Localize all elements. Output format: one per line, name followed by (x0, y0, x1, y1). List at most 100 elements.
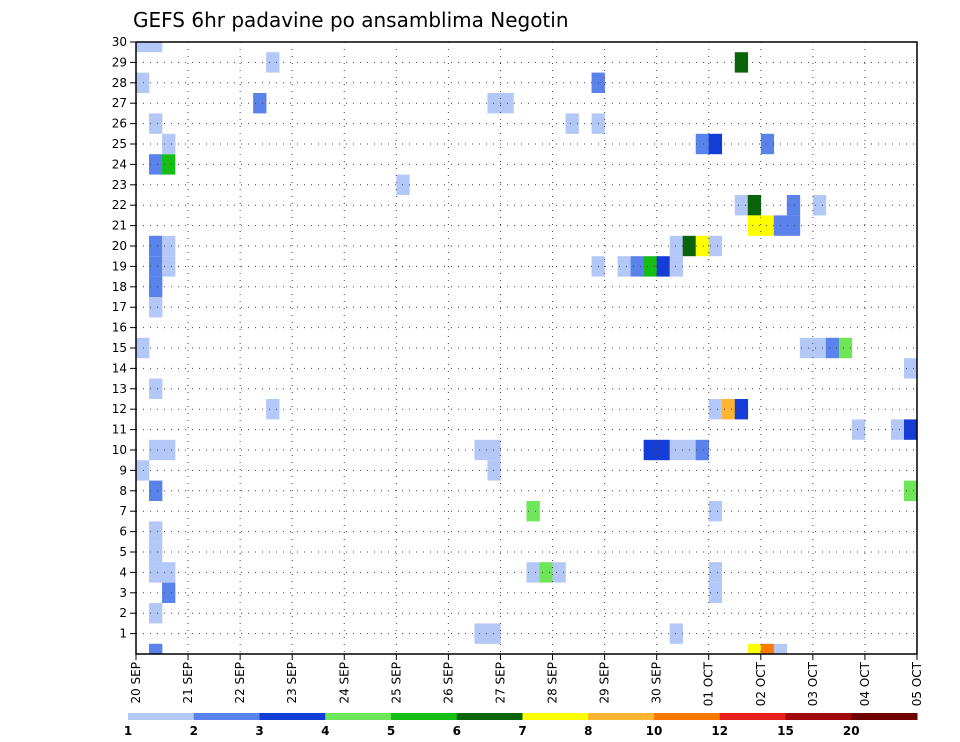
legend-swatch (588, 713, 655, 720)
heatmap-cell (786, 195, 801, 216)
x-axis: 20 SEP 21 SEP 22 SEP 23 SEP 24 SEP 25 SEP 26 S… (129, 654, 924, 706)
legend-label: 3 (255, 724, 263, 738)
x-tick-label: 22 SEP (233, 662, 247, 704)
heatmap-cell (708, 582, 723, 603)
heatmap-cell (903, 358, 918, 379)
legend-swatch (128, 713, 195, 720)
heatmap-cell (487, 93, 501, 114)
heatmap-cell (526, 562, 540, 583)
heatmap-cell (903, 480, 918, 501)
y-tick-label: 1 (119, 627, 127, 641)
y-tick-label: 3 (119, 586, 127, 600)
heatmap-cell (695, 133, 710, 155)
heatmap-cell (136, 42, 150, 53)
heatmap-cell (630, 256, 644, 277)
y-tick-label: 5 (119, 545, 127, 559)
x-tick-label: 04 OCT (858, 661, 872, 706)
heatmap-cell (149, 521, 163, 542)
legend-swatch (785, 713, 852, 720)
heatmap-cell (266, 399, 280, 420)
y-tick-label: 19 (112, 259, 127, 273)
heatmap-cell (617, 256, 631, 277)
heatmap-cell (474, 623, 488, 644)
heatmap-cell (149, 276, 163, 297)
y-tick-label: 29 (112, 55, 127, 69)
legend-label: 4 (321, 724, 329, 738)
heatmap-cell (786, 215, 801, 236)
heatmap-cell (669, 256, 683, 277)
heatmap-cell (656, 256, 670, 277)
x-tick-label: 29 SEP (598, 662, 612, 704)
legend-swatch (851, 713, 918, 720)
heatmap-cell (669, 439, 683, 461)
heatmap-cell (825, 337, 840, 359)
heatmap-cell (695, 235, 710, 257)
y-tick-label: 12 (112, 402, 127, 416)
heatmap-cell (695, 439, 710, 461)
heatmap-cell (149, 541, 163, 563)
heatmap-cell (149, 42, 163, 53)
x-tick-label: 26 SEP (441, 662, 455, 704)
x-tick-label: 25 SEP (389, 662, 403, 704)
x-tick-label: 20 SEP (129, 662, 143, 704)
heatmap-cell (747, 643, 762, 654)
y-tick-label: 16 (112, 321, 127, 335)
x-tick-label: 24 SEP (337, 662, 351, 704)
heatmap-cell (149, 378, 163, 399)
heatmap-cell (773, 643, 788, 654)
x-tick-label: 05 OCT (910, 661, 924, 706)
heatmap-cell (552, 562, 566, 583)
y-tick-label: 30 (112, 35, 127, 49)
heatmap-cell (149, 113, 163, 134)
heatmap-cell (136, 337, 150, 359)
y-tick-label: 15 (112, 341, 127, 355)
heatmap-cell (149, 297, 163, 318)
heatmap-cell (162, 133, 176, 155)
heatmap-cell (149, 480, 163, 501)
heatmap-cell (734, 52, 749, 73)
legend-label: 10 (646, 724, 663, 738)
y-tick-label: 17 (112, 300, 127, 314)
heatmap-cell (149, 256, 163, 277)
heatmap-cell (162, 562, 176, 583)
x-tick-label: 28 SEP (546, 662, 560, 704)
y-tick-label: 18 (112, 280, 127, 294)
heatmap-cell (669, 623, 683, 644)
legend-label: 5 (387, 724, 395, 738)
heatmap-cell (149, 439, 163, 461)
heatmap-cell (838, 337, 853, 359)
y-tick-label: 2 (119, 606, 127, 620)
x-tick-label: 27 SEP (493, 662, 507, 704)
heatmap-cell (760, 643, 775, 654)
heatmap-cell (747, 215, 762, 236)
legend-label: 2 (190, 724, 198, 738)
y-tick-label: 20 (112, 239, 127, 253)
y-tick-label: 26 (112, 117, 127, 131)
legend-swatch (719, 713, 786, 720)
heatmap-cell (812, 337, 827, 359)
heatmap-cell (162, 439, 176, 461)
legend-label: 15 (777, 724, 794, 738)
chart-title: GEFS 6hr padavine po ansamblima Negotin (133, 8, 569, 32)
heatmap-cell (721, 399, 736, 420)
heatmap-cell (643, 439, 657, 461)
y-tick-label: 8 (119, 484, 127, 498)
heatmap-cell (890, 419, 905, 440)
x-tick-label: 03 OCT (806, 661, 820, 706)
heatmap-cell (253, 93, 267, 114)
heatmap-cell (149, 154, 163, 175)
heatmap-cell (799, 337, 814, 359)
heatmap-cell (708, 399, 723, 420)
heatmap-cell (708, 235, 723, 257)
heatmap-cell (708, 562, 723, 583)
legend-label: 7 (518, 724, 526, 738)
x-tick-label: 01 OCT (702, 661, 716, 706)
color-legend: 1 2 3 4 5 6 7 8 10 12 15 20 (124, 713, 918, 738)
legend-label: 12 (711, 724, 728, 738)
y-tick-label: 28 (112, 76, 127, 90)
heatmap-cell (812, 195, 827, 216)
heatmap-cell (162, 235, 176, 257)
legend-swatch (391, 713, 458, 720)
heatmap-cell (734, 399, 749, 420)
